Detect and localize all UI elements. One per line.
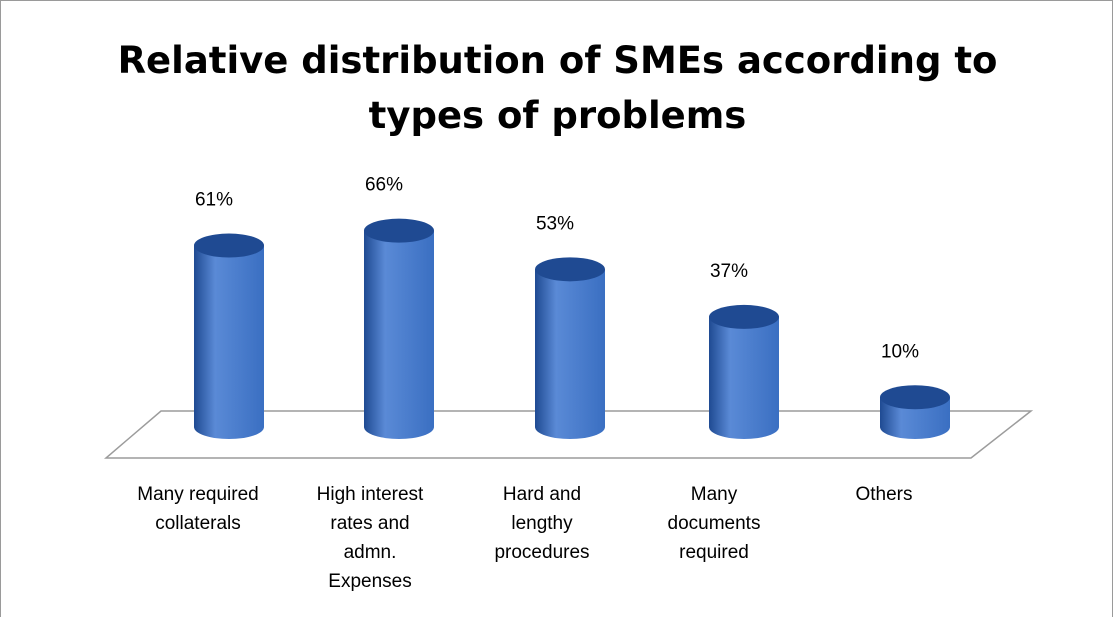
category-label-line: Many required (137, 484, 258, 505)
bar-5 (880, 385, 950, 439)
category-label-line: procedures (494, 542, 589, 563)
category-label-line: Expenses (328, 571, 411, 592)
data-labels-layer: 61% 66% 53% 37% 10% (195, 175, 919, 363)
bar-1 (194, 233, 264, 439)
category-label-line: lengthy (511, 513, 573, 534)
category-label-line: collaterals (155, 513, 241, 534)
bar-body (535, 269, 605, 439)
category-label: Hard and lengthy procedures (494, 484, 589, 563)
bar-top (709, 304, 779, 329)
category-label-line: documents (668, 513, 761, 534)
chart-title-line-1: Relative distribution of SMEs according … (117, 39, 998, 82)
category-label-line: High interest (317, 484, 424, 505)
data-label: 61% (195, 190, 233, 211)
category-label-line: Hard and (503, 484, 581, 505)
chart-title: Relative distribution of SMEs according … (1, 33, 1113, 143)
data-label: 10% (881, 341, 919, 362)
bar-top (880, 385, 950, 410)
bars-layer (194, 218, 950, 439)
bar-3 (535, 257, 605, 439)
data-label: 37% (710, 261, 748, 282)
bar-body (709, 316, 779, 439)
category-label-line: required (679, 542, 749, 563)
bar-2 (364, 218, 434, 439)
data-label: 53% (536, 213, 574, 234)
bar-top (535, 257, 605, 282)
category-label: Many required collaterals (137, 484, 258, 534)
bar-body (880, 397, 950, 439)
bar-body (194, 245, 264, 439)
bar-top (194, 233, 264, 258)
category-labels-layer: Many required collaterals High interest rat… (137, 484, 912, 592)
category-label: High interest rates and admn. Expenses (317, 484, 424, 592)
category-label-line: Many (691, 484, 738, 505)
data-label: 66% (365, 175, 403, 196)
category-label-line: admn. (344, 542, 397, 563)
bar-top (364, 218, 434, 243)
bar-body (364, 230, 434, 439)
category-label: Many documents required (668, 484, 761, 563)
category-label-line: Others (855, 484, 912, 505)
chart-title-line-2: types of problems (368, 94, 747, 137)
category-label: Others (855, 484, 912, 505)
bar-4 (709, 304, 779, 439)
category-label-line: rates and (330, 513, 409, 534)
